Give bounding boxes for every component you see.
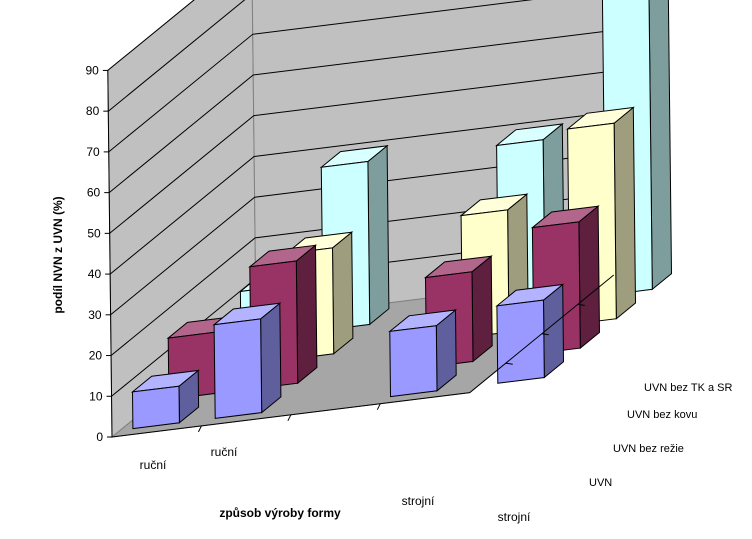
y-axis-ticks: 0 10 20 30 40 50 60 70 80 90	[85, 63, 113, 444]
x-tick-mark	[197, 425, 202, 433]
gridline	[108, 30, 612, 193]
y-tick-label: 80	[86, 104, 100, 118]
x-category-label: strojní	[498, 510, 531, 524]
gridline	[109, 111, 612, 275]
series-label: UVN	[589, 477, 612, 489]
x-tick-mark	[287, 414, 292, 422]
bar	[388, 308, 458, 398]
y-tick-label: 40	[88, 267, 102, 281]
series-label: UVN bez TK a SR	[644, 382, 732, 394]
y-axis-title: podíl NVN z UVN (%)	[51, 196, 65, 313]
series-axis-labels: UVN UVN bez režie UVN bez kovu UVN bez TK a…	[469, 274, 732, 489]
y-tick-label: 30	[88, 308, 102, 322]
y-tick-label: 10	[89, 389, 103, 403]
x-axis-title: způsob výroby formy	[219, 506, 341, 520]
x-axis-categories: ruční ruční strojní strojní	[111, 392, 531, 524]
x-tick-mark	[376, 403, 381, 410]
bar	[495, 283, 565, 384]
y-axis-line	[107, 70, 113, 438]
depth-tick-mark	[577, 303, 585, 306]
bar	[212, 302, 282, 419]
series-label: UVN bez kovu	[627, 409, 697, 421]
bar	[423, 255, 493, 368]
y-tick-label: 70	[86, 145, 100, 159]
y-tick-label: 50	[87, 226, 101, 240]
y-tick-label: 0	[96, 430, 103, 444]
bars	[130, 0, 673, 430]
gridline	[110, 152, 613, 316]
depth-tick-mark	[541, 333, 549, 336]
y-tick-label: 90	[85, 63, 99, 77]
series-label: UVN bez režie	[613, 443, 684, 455]
x-category-label: ruční	[211, 445, 238, 459]
x-category-label: ruční	[140, 458, 167, 472]
gridline	[109, 70, 612, 234]
gridline	[107, 0, 195, 71]
gridline	[108, 0, 534, 153]
depth-tick-mark	[505, 362, 513, 365]
y-tick-label: 20	[89, 349, 103, 363]
bar	[130, 369, 200, 430]
y-tick-label: 60	[87, 186, 101, 200]
gridline	[107, 0, 246, 112]
x-category-label: strojní	[402, 494, 435, 508]
